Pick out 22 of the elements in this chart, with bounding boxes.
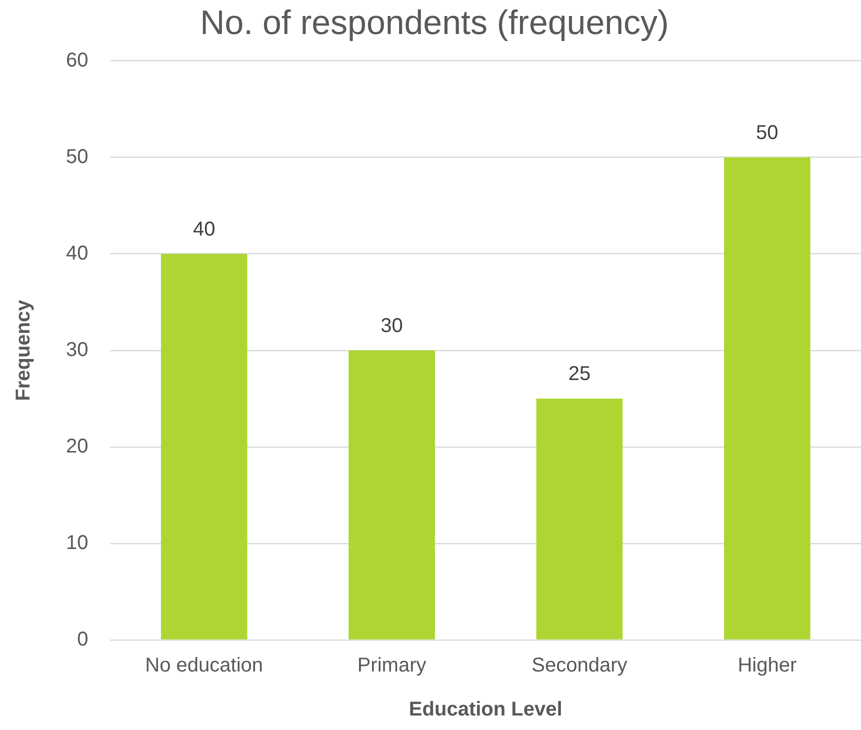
y-tick-label: 60 bbox=[66, 49, 88, 72]
y-tick-label: 30 bbox=[66, 338, 88, 361]
y-tick-label: 10 bbox=[66, 532, 88, 554]
x-tick-label: No education bbox=[145, 654, 264, 677]
y-tick-label: 20 bbox=[66, 435, 88, 458]
x-tick-label: Higher bbox=[738, 654, 797, 677]
chart-title: No. of respondents (frequency) bbox=[200, 4, 669, 42]
x-tick-label: Primary bbox=[357, 654, 426, 677]
y-tick-label: 40 bbox=[66, 242, 88, 264]
data-label: 50 bbox=[756, 122, 778, 144]
bar bbox=[348, 350, 435, 640]
y-tick-label: 50 bbox=[66, 146, 88, 168]
data-label: 30 bbox=[380, 314, 403, 337]
bar bbox=[724, 157, 810, 640]
x-tick-label: Secondary bbox=[532, 654, 628, 677]
bar bbox=[536, 398, 623, 640]
y-tick-label: 0 bbox=[77, 628, 88, 651]
x-axis-title: Education Level bbox=[408, 698, 562, 721]
data-label: 40 bbox=[192, 218, 216, 240]
data-label: 25 bbox=[568, 363, 591, 386]
bar bbox=[160, 254, 248, 640]
y-axis-title: Frequency bbox=[12, 298, 35, 401]
